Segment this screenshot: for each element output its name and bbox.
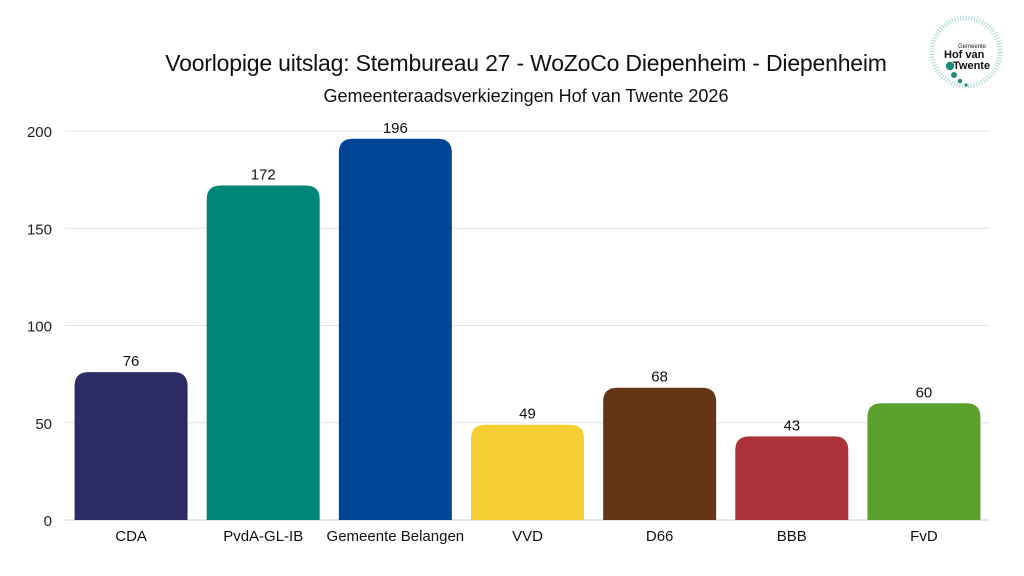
x-tick-label: Gemeente Belangen bbox=[327, 528, 465, 545]
x-tick-label: D66 bbox=[646, 528, 674, 545]
data-label: 43 bbox=[783, 417, 800, 434]
bar-bbb bbox=[735, 436, 849, 520]
bar-pvda-gl-ib bbox=[206, 185, 320, 520]
chart-subtitle: Gemeenteraadsverkiezingen Hof van Twente… bbox=[323, 86, 729, 106]
y-tick-label: 50 bbox=[35, 416, 52, 433]
data-label: 196 bbox=[383, 120, 408, 137]
data-label: 60 bbox=[916, 384, 933, 401]
bar-fvd bbox=[867, 403, 981, 520]
bars bbox=[74, 138, 981, 520]
bar-gemeente-belangen bbox=[338, 138, 452, 520]
logo-small-text: Gemeente bbox=[958, 44, 987, 50]
logo-dot-icon bbox=[964, 83, 968, 87]
x-tick-label: CDA bbox=[115, 528, 147, 545]
x-tick-label: PvdA-GL-IB bbox=[223, 528, 303, 545]
logo-line-1: Hof van bbox=[944, 49, 985, 61]
y-tick-label: 150 bbox=[27, 221, 52, 238]
bar-vvd bbox=[471, 424, 584, 520]
hof-van-twente-logo bbox=[926, 14, 1004, 92]
data-labels: 76 172 196 49 68 43 60 bbox=[123, 120, 933, 435]
bar-cda bbox=[74, 372, 188, 520]
data-label: 76 bbox=[123, 353, 140, 370]
logo-ring-icon bbox=[929, 15, 1003, 89]
logo-text: Hof van Twente bbox=[944, 50, 990, 72]
logo-dot-icon bbox=[945, 61, 955, 71]
x-axis-ticks: CDA PvdA-GL-IB Gemeente Belangen VVD D66 BBB F… bbox=[115, 528, 938, 545]
x-tick-label: VVD bbox=[512, 528, 543, 545]
data-label: 172 bbox=[251, 166, 276, 183]
data-label: 49 bbox=[519, 406, 536, 423]
y-tick-label: 0 bbox=[44, 513, 52, 530]
chart-title: Voorlopige uitslag: Stembureau 27 - WoZo… bbox=[165, 50, 887, 76]
x-tick-label: BBB bbox=[777, 528, 807, 545]
y-tick-label: 200 bbox=[27, 124, 52, 141]
logo-dot-icon bbox=[957, 78, 963, 84]
logo-dot-icon bbox=[951, 72, 957, 78]
x-tick-label: FvD bbox=[910, 528, 938, 545]
y-axis-ticks: 0 50 100 150 200 bbox=[27, 124, 52, 530]
data-label: 68 bbox=[651, 369, 668, 386]
bar-d66 bbox=[603, 387, 717, 520]
y-tick-label: 100 bbox=[27, 319, 52, 336]
logo-line-2: Twente bbox=[953, 60, 991, 72]
